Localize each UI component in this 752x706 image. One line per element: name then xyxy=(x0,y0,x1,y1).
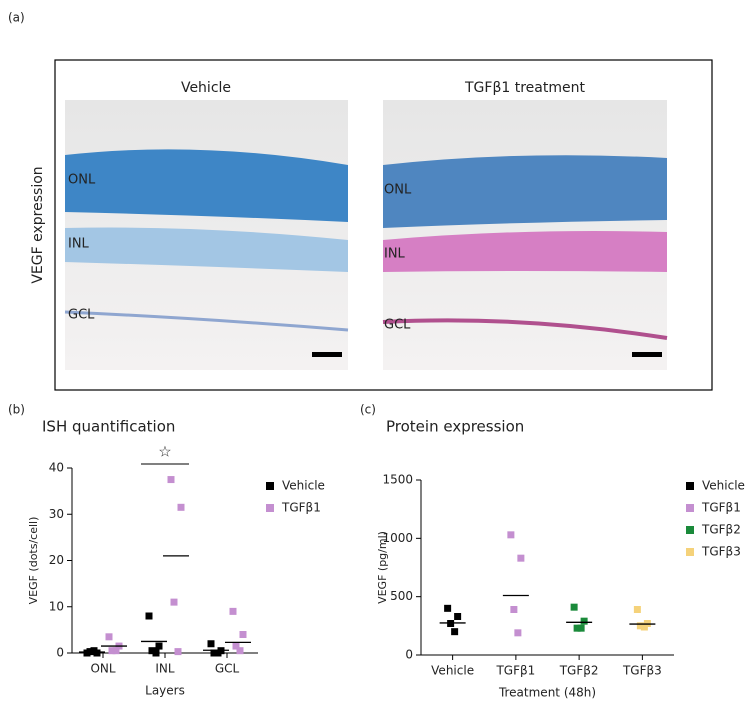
data-point xyxy=(112,647,120,655)
data-point xyxy=(174,648,182,656)
annotation: ☆ xyxy=(158,443,171,461)
legend-swatch xyxy=(686,504,694,512)
data-point xyxy=(633,606,641,613)
y-axis-label: VEGF (dots/cell) xyxy=(27,517,40,605)
data-point xyxy=(177,503,185,511)
legend-label: Vehicle xyxy=(702,479,745,493)
data-point xyxy=(90,647,98,655)
y-tick-label: 1000 xyxy=(382,531,413,545)
y-axis-label: VEGF (pg/ml) xyxy=(376,531,389,604)
x-tick-label: TGFβ3 xyxy=(622,664,662,678)
data-point xyxy=(636,622,644,630)
data-point xyxy=(507,531,515,539)
image-title: Vehicle xyxy=(181,80,231,96)
legend-swatch xyxy=(266,482,274,490)
image-title: TGFβ1 treatment xyxy=(464,80,585,96)
data-point xyxy=(239,631,247,638)
y-tick-label: 1500 xyxy=(382,473,413,487)
data-point xyxy=(207,640,215,648)
y-tick-label: 0 xyxy=(405,648,413,662)
chart-title: Protein expression xyxy=(386,418,524,436)
data-point xyxy=(148,647,156,655)
data-point xyxy=(570,603,578,611)
legend-swatch xyxy=(686,526,694,534)
panel-label: (a) xyxy=(8,11,25,25)
panel-label: (c) xyxy=(360,403,376,417)
layer-label: ONL xyxy=(68,173,96,188)
x-axis-label: Layers xyxy=(145,684,185,698)
legend-swatch xyxy=(266,504,274,512)
x-tick-label: GCL xyxy=(215,662,240,676)
data-point xyxy=(580,617,588,625)
legend-label: TGFβ1 xyxy=(281,501,321,515)
y-tick-label: 0 xyxy=(56,646,64,660)
legend-swatch xyxy=(686,548,694,556)
data-point xyxy=(514,629,522,637)
layer-label: GCL xyxy=(68,308,95,323)
data-point xyxy=(444,604,452,612)
x-tick-label: ONL xyxy=(90,662,115,676)
data-point xyxy=(232,642,240,650)
layer-label: INL xyxy=(384,247,406,262)
data-point xyxy=(108,647,116,655)
y-tick-label: 10 xyxy=(49,599,64,613)
data-point xyxy=(454,613,462,620)
data-point xyxy=(573,624,581,632)
x-tick-label: Vehicle xyxy=(431,664,474,678)
data-point xyxy=(170,598,178,606)
y-tick-label: 20 xyxy=(49,553,64,567)
layer-label: GCL xyxy=(384,318,411,333)
data-point xyxy=(167,476,175,484)
chart-title: ISH quantification xyxy=(42,418,175,436)
data-point xyxy=(236,647,244,655)
data-point xyxy=(152,649,160,657)
panel-frame xyxy=(54,59,713,391)
x-tick-label: TGFβ2 xyxy=(559,664,599,678)
panel-label: (b) xyxy=(8,403,25,417)
y-tick-label: 30 xyxy=(49,507,64,521)
micrograph xyxy=(64,100,349,370)
data-point xyxy=(640,623,648,631)
x-axis-label: Treatment (48h) xyxy=(498,686,596,700)
data-point xyxy=(517,554,525,562)
data-point xyxy=(105,633,113,641)
data-point xyxy=(451,628,459,636)
legend-label: TGFβ1 xyxy=(701,501,741,515)
legend-swatch xyxy=(686,482,694,490)
data-point xyxy=(510,606,518,613)
panel-y-label: VEGF expression xyxy=(30,166,46,283)
layer-label: ONL xyxy=(384,183,412,198)
data-point xyxy=(145,612,153,620)
data-point xyxy=(229,607,237,615)
y-tick-label: 40 xyxy=(49,461,64,475)
legend-label: TGFβ2 xyxy=(701,523,741,537)
data-point xyxy=(155,642,163,650)
micrograph xyxy=(382,100,668,370)
layer-label: INL xyxy=(68,237,90,252)
y-tick-label: 500 xyxy=(390,589,413,603)
x-tick-label: INL xyxy=(155,662,175,676)
x-tick-label: TGFβ1 xyxy=(495,664,535,678)
data-point xyxy=(577,624,585,632)
legend-label: Vehicle xyxy=(282,479,325,493)
data-point xyxy=(214,649,222,657)
data-point xyxy=(210,649,218,657)
legend-label: TGFβ3 xyxy=(701,545,741,559)
